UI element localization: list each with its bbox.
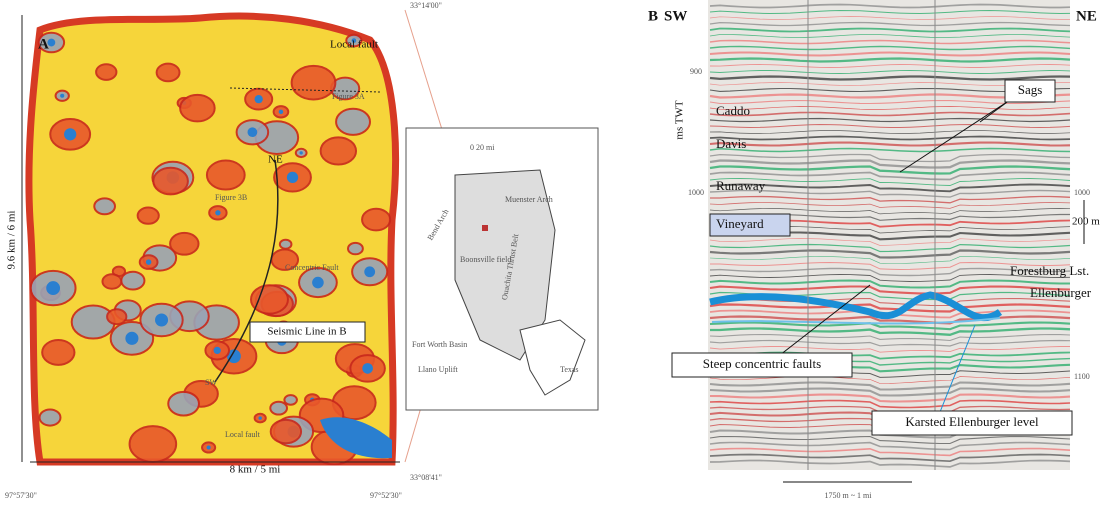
annotation: NE: [268, 154, 283, 166]
coordinate: 33°08'41": [410, 473, 442, 482]
anomaly: [72, 306, 115, 339]
callout: Seismic Line in B: [267, 326, 346, 338]
anomaly: [321, 137, 356, 164]
anomaly: [336, 109, 370, 135]
tick-label: 1000: [688, 188, 704, 197]
anomaly-core: [362, 363, 373, 374]
anomaly: [40, 409, 61, 425]
callout: Sags: [1018, 82, 1043, 97]
anomaly: [107, 309, 126, 324]
tick-label: 900: [690, 67, 702, 76]
horizon-label: Vineyard: [716, 216, 764, 231]
scale-label: 1750 m ~ 1 mi: [825, 491, 873, 500]
callout: Karsted Ellenburger level: [905, 414, 1039, 429]
anomaly: [362, 209, 390, 231]
anomaly-core: [64, 128, 76, 140]
inset-scale: 0 20 mi: [470, 143, 495, 152]
anomaly: [94, 198, 115, 214]
annotation: Figure 3A: [332, 92, 365, 101]
anomaly-core: [248, 127, 258, 137]
horizon-label: Davis: [716, 136, 746, 151]
anomaly: [292, 66, 336, 100]
anomaly: [42, 340, 74, 365]
anomaly: [284, 395, 297, 405]
annotation: Local fault: [330, 39, 378, 51]
end-label: NE: [1076, 8, 1097, 24]
anomaly-core: [207, 445, 211, 449]
anomaly-core: [312, 277, 324, 289]
coordinate: 97°52'30": [370, 491, 402, 500]
horizon-label: Forestburg Lst.: [1010, 263, 1089, 278]
horizon-label: Runaway: [716, 178, 766, 193]
anomaly-core: [287, 172, 298, 183]
anomaly: [153, 168, 188, 195]
horizon-label: Ellenburger: [1030, 285, 1092, 300]
anomaly-core: [215, 210, 220, 215]
anomaly: [102, 274, 121, 288]
anomaly: [180, 95, 215, 122]
inset-label: Fort Worth Basin: [412, 340, 467, 349]
anomaly-core: [364, 266, 375, 277]
study-area: [482, 225, 488, 231]
tick-label: 1000: [1074, 188, 1090, 197]
scale-label: 8 km / 5 mi: [230, 464, 281, 476]
inset-label: Boonsville field: [460, 255, 511, 264]
annotation: Concentric Fault: [285, 263, 339, 272]
panel-label: B: [648, 8, 658, 24]
anomaly: [170, 233, 198, 255]
horizon-label: Caddo: [716, 103, 750, 118]
anomaly: [96, 64, 116, 80]
anomaly: [280, 240, 292, 249]
panel-label: A: [38, 36, 49, 52]
anomaly-core: [155, 313, 168, 326]
tick-label: 1100: [1074, 372, 1090, 381]
inset-label: Texas: [560, 365, 579, 374]
figure: A Local fault Figure 3A NE Figure 3B Con…: [0, 0, 1107, 508]
anomaly: [130, 426, 177, 462]
coordinate: 33°14'00": [410, 1, 442, 10]
anomaly: [348, 243, 363, 254]
anomaly-core: [279, 110, 284, 115]
anomaly: [251, 285, 288, 313]
anomaly: [168, 392, 199, 416]
thickness-label: 200 m: [1072, 216, 1100, 228]
anomaly-core: [60, 94, 64, 98]
coordinate: 97°57'30": [5, 491, 37, 500]
anomaly-core: [258, 416, 261, 419]
anomaly-core: [214, 347, 221, 354]
anomaly: [270, 402, 287, 415]
annotation: Figure 3B: [215, 193, 247, 202]
callout: Steep concentric faults: [703, 356, 821, 371]
anomaly-core: [125, 332, 138, 345]
anomaly-core: [46, 281, 60, 295]
anomaly: [138, 208, 159, 224]
anomaly-core: [146, 259, 151, 264]
anomaly: [207, 160, 245, 189]
annotation: Local fault: [225, 430, 261, 439]
anomaly-core: [300, 151, 303, 154]
anomaly: [157, 64, 180, 82]
inset-label: Llano Uplift: [418, 365, 459, 374]
scale-label: 9.6 km / 6 mi: [6, 211, 18, 270]
axis-label: ms TWT: [674, 100, 686, 139]
annotation: SW: [205, 378, 217, 387]
anomaly-core: [255, 95, 263, 103]
anomaly: [271, 420, 301, 443]
inset-label: Muenster Arch: [505, 195, 553, 204]
end-label: SW: [664, 8, 687, 24]
